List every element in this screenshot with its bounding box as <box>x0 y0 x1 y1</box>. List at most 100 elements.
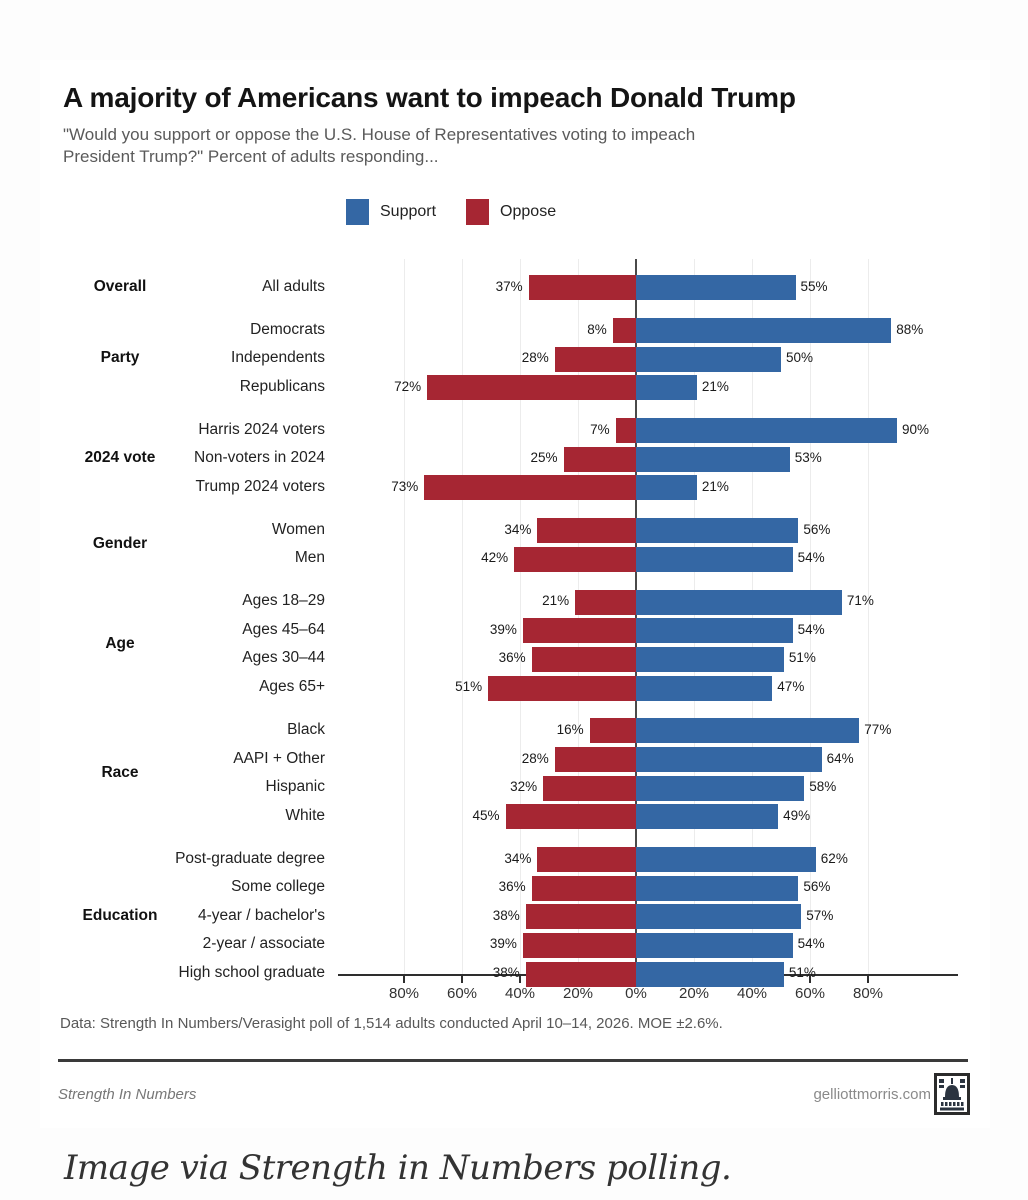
axis-tick <box>461 976 463 983</box>
axis-tick-label: 60% <box>794 985 826 1002</box>
support-value-label: 54% <box>797 550 825 566</box>
oppose-bar <box>612 318 636 343</box>
image-caption: Image via Strength in Numbers polling. <box>64 1148 732 1188</box>
support-bar <box>636 961 784 987</box>
axis-tick-label: 80% <box>852 985 884 1002</box>
support-bar <box>636 418 897 444</box>
category-label: Ages 65+ <box>259 678 325 695</box>
support-value-label: 47% <box>777 679 805 694</box>
oppose-bar <box>563 446 636 472</box>
footer-row: Strength In Numbers gelliottmorris.com <box>58 1072 970 1116</box>
oppose-bar <box>531 875 636 901</box>
group-label: Education <box>82 906 158 924</box>
gridline <box>462 259 463 974</box>
support-value-label: 71% <box>846 593 874 609</box>
support-bar <box>636 318 892 343</box>
source-url: gelliottmorris.com <box>813 1085 931 1103</box>
support-value-label: 56% <box>803 879 831 895</box>
support-bar <box>636 875 799 901</box>
support-value-label: 57% <box>806 907 834 923</box>
support-value-label: 51% <box>788 650 816 666</box>
oppose-value-label: 7% <box>590 421 610 437</box>
oppose-value-label: 51% <box>455 679 483 694</box>
axis-tick-label: 0% <box>625 985 647 1002</box>
oppose-swatch <box>466 199 490 225</box>
support-bar <box>636 804 779 830</box>
oppose-bar <box>522 932 636 958</box>
category-label: Post-graduate degree <box>175 849 325 867</box>
category-label: Men <box>294 549 325 567</box>
category-label: Democrats <box>250 320 325 338</box>
oppose-bar <box>488 675 636 701</box>
support-value-label: 58% <box>809 779 837 795</box>
axis-tick-label: 20% <box>562 985 594 1002</box>
oppose-bar <box>525 904 636 930</box>
gridline <box>520 259 521 974</box>
oppose-value-label: 36% <box>498 650 526 666</box>
support-bar <box>636 847 816 873</box>
support-bar <box>636 904 802 930</box>
chart-card: A majority of Americans want to impeach … <box>40 60 990 1128</box>
oppose-bar <box>615 418 636 444</box>
category-label: Harris 2024 voters <box>198 420 325 438</box>
group-label: Gender <box>92 535 148 552</box>
axis-tick <box>867 976 869 983</box>
support-value-label: 21% <box>701 478 729 494</box>
footer-divider <box>58 1059 968 1062</box>
support-value-label: 88% <box>896 321 924 337</box>
oppose-bar <box>537 518 636 544</box>
oppose-bar <box>505 804 636 830</box>
category-label: All adults <box>262 277 325 295</box>
axis-tick-label: 80% <box>388 985 420 1002</box>
oppose-bar <box>575 589 636 615</box>
oppose-bar <box>514 546 636 572</box>
gridline <box>694 259 695 974</box>
oppose-bar <box>543 775 636 801</box>
oppose-value-label: 42% <box>481 550 509 566</box>
oppose-value-label: 8% <box>587 321 607 337</box>
oppose-bar <box>554 747 636 772</box>
gridline <box>404 259 405 974</box>
legend-oppose-label: Oppose <box>500 203 557 220</box>
support-bar <box>636 932 793 958</box>
support-value-label: 51% <box>788 965 816 980</box>
oppose-value-label: 25% <box>530 450 558 466</box>
gridline <box>578 259 579 974</box>
support-bar <box>636 446 790 472</box>
oppose-bar <box>528 275 636 301</box>
category-label: Black <box>287 720 325 738</box>
oppose-value-label: 36% <box>498 879 526 895</box>
support-bar <box>636 346 781 372</box>
oppose-value-label: 39% <box>489 621 517 637</box>
support-bar <box>636 747 822 772</box>
chart-title: A majority of Americans want to impeach … <box>63 82 796 113</box>
capitol-icon <box>934 1073 970 1115</box>
chart-subtitle: "Would you support or oppose the U.S. Ho… <box>63 124 863 168</box>
category-label: 2-year / associate <box>202 935 325 953</box>
support-value-label: 49% <box>783 807 811 823</box>
support-bar <box>636 375 697 401</box>
axis-tick-label: 40% <box>736 985 768 1002</box>
oppose-value-label: 16% <box>556 721 584 737</box>
support-bar <box>636 518 799 544</box>
oppose-bar <box>522 618 636 644</box>
axis-tick-label: 40% <box>504 985 536 1002</box>
chart-subtitle-line-1: "Would you support or oppose the U.S. Ho… <box>63 125 696 144</box>
group-label: Party <box>100 349 140 367</box>
support-value-label: 62% <box>820 850 848 866</box>
oppose-value-label: 73% <box>391 478 419 494</box>
support-value-label: 90% <box>902 421 930 437</box>
group-label: 2024 vote <box>84 449 156 467</box>
oppose-bar <box>525 961 636 987</box>
oppose-bar <box>589 718 636 744</box>
source-website-group: gelliottmorris.com <box>813 1073 970 1115</box>
support-value-label: 77% <box>864 721 892 737</box>
oppose-value-label: 38% <box>492 965 520 980</box>
axis-tick <box>809 976 811 983</box>
support-bar <box>636 646 784 672</box>
legend-support-label: Support <box>380 203 437 220</box>
oppose-value-label: 28% <box>521 350 549 366</box>
group-label: Race <box>101 763 139 781</box>
oppose-value-label: 34% <box>504 521 532 537</box>
support-value-label: 54% <box>797 621 825 637</box>
